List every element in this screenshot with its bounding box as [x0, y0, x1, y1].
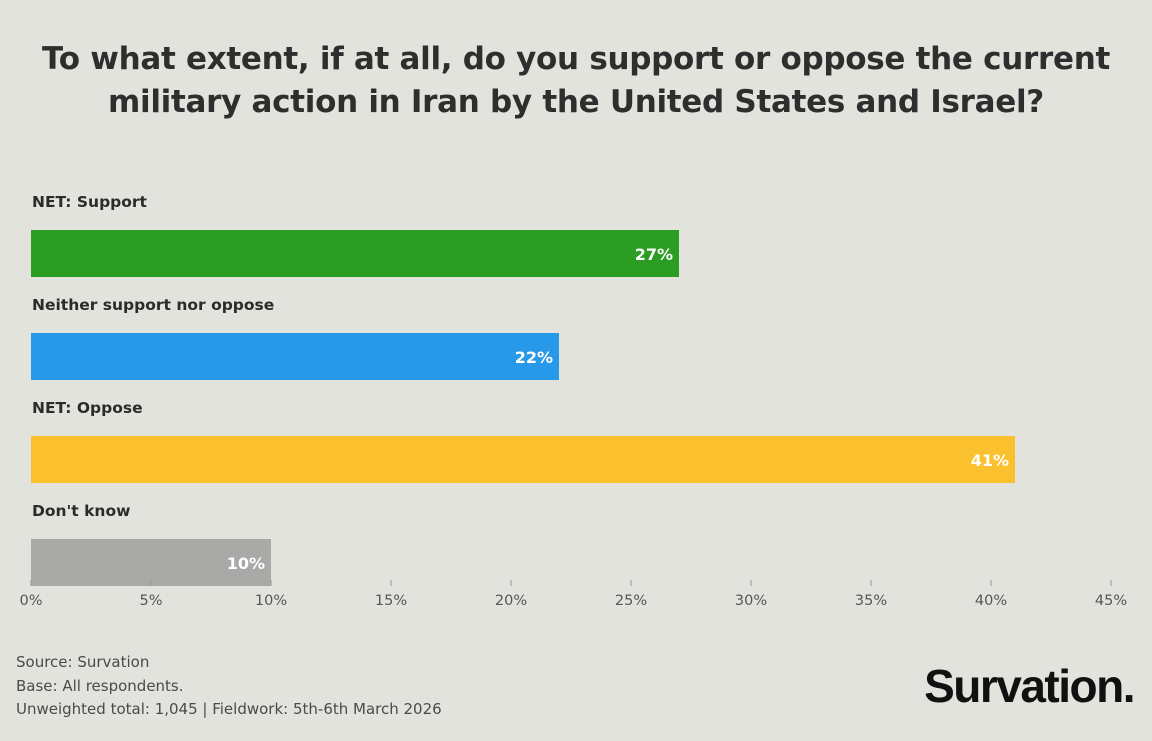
x-tick-label: 20% [495, 593, 527, 609]
chart-footer: Source: Survation Base: All respondents.… [16, 651, 442, 722]
base-note: Base: All respondents. [16, 676, 184, 695]
bar [31, 230, 679, 277]
x-tick-label: 25% [615, 593, 647, 609]
bar-chart: NET: Support 27% Neither support nor oppos… [19, 193, 1127, 609]
category-label: Don't know [32, 502, 130, 520]
fieldwork-note: Unweighted total: 1,045 | Fieldwork: 5th… [16, 700, 442, 718]
bar [31, 333, 559, 380]
value-label: 41% [971, 451, 1009, 470]
x-tick-label: 5% [139, 593, 162, 609]
chart-title-line-1: To what extent, if at all, do you suppor… [42, 41, 1110, 77]
x-tick-label: 35% [855, 593, 887, 609]
chart-title-line-2: military action in Iran by the United St… [108, 84, 1044, 120]
x-tick-label: 30% [735, 593, 767, 609]
x-tick-label: 0% [19, 593, 42, 609]
value-label: 10% [227, 554, 265, 573]
chart-title: To what extent, if at all, do you suppor… [20, 38, 1132, 124]
category-label: NET: Support [32, 193, 148, 211]
x-tick-label: 15% [375, 593, 407, 609]
survation-logo: Survation. [924, 660, 1135, 712]
x-tick-label: 40% [975, 593, 1007, 609]
x-tick-label: 10% [255, 593, 287, 609]
category-label: Neither support nor oppose [32, 296, 274, 314]
bar [31, 436, 1015, 483]
value-label: 27% [635, 245, 673, 264]
category-label: NET: Oppose [32, 399, 143, 417]
source-note: Source: Survation [16, 653, 150, 671]
value-label: 22% [515, 348, 553, 367]
bar [31, 539, 271, 586]
x-tick-label: 45% [1095, 593, 1127, 609]
